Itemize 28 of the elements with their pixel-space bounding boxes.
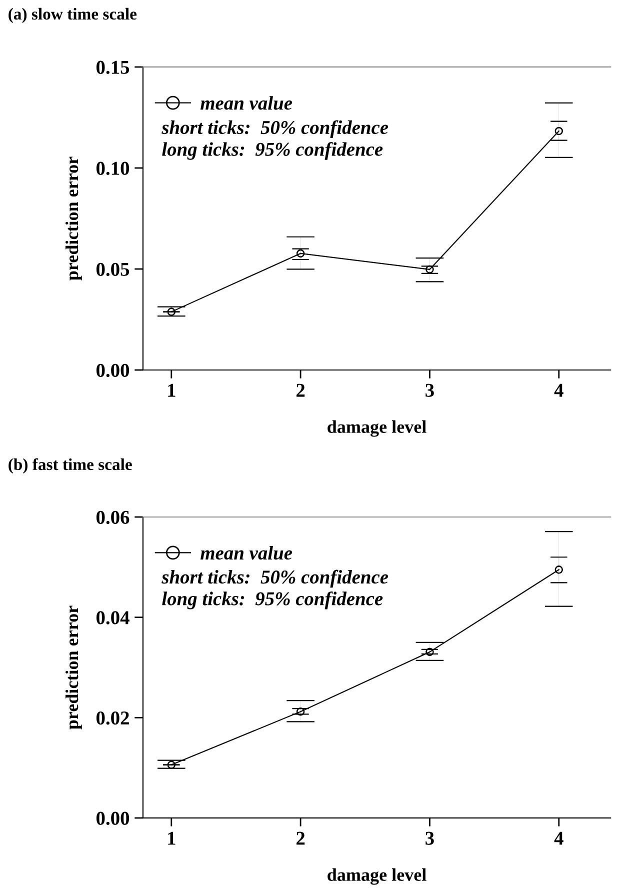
y-tick-label: 0.02	[96, 711, 129, 725]
x-axis-title: damage level	[328, 868, 426, 885]
x-tick-label: 3	[426, 384, 434, 397]
y-tick-label: 0.10	[96, 162, 130, 176]
annotation: long ticks: 95% confidence	[162, 591, 383, 610]
y-tick-label: 0.04	[96, 611, 130, 624]
legend-label: mean value	[200, 96, 292, 110]
x-axis-title: damage level	[328, 420, 426, 437]
annotation: short ticks: 50% confidence	[162, 120, 388, 138]
y-tick-label: 0.15	[96, 60, 130, 74]
y-axis-title: prediction error	[65, 606, 82, 730]
legend-label: mean value	[200, 546, 292, 560]
y-tick-label: 0.06	[96, 510, 130, 524]
y-tick-label: 0.00	[96, 812, 130, 825]
y-tick-label: 0.00	[96, 364, 130, 378]
x-tick-label: 2	[296, 384, 305, 397]
y-tick-label: 0.05	[96, 262, 130, 276]
annotation: short ticks: 50% confidence	[162, 570, 388, 588]
chart-title: (a) slow time scale	[8, 8, 137, 24]
y-axis-title: prediction error	[65, 156, 82, 280]
x-tick-label: 4	[554, 384, 564, 397]
chart-title: (b) fast time scale	[8, 458, 132, 474]
x-tick-label: 4	[554, 832, 564, 845]
x-tick-label: 2	[296, 832, 305, 845]
annotation: long ticks: 95% confidence	[162, 142, 383, 160]
x-tick-label: 3	[426, 832, 434, 845]
x-tick-label: 1	[168, 832, 176, 845]
x-tick-label: 1	[168, 384, 176, 397]
